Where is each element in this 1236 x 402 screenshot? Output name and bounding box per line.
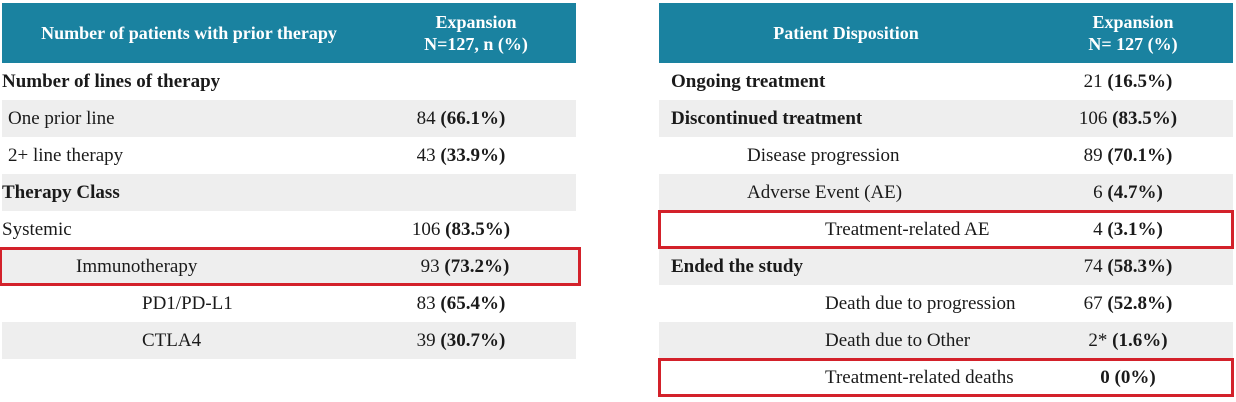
header-label: Patient Disposition (773, 22, 919, 43)
table-row: Adverse Event (AE) 6 (4.7%) (659, 174, 1233, 211)
header-label: Number of patients with prior therapy (41, 22, 337, 43)
table-row: Ended the study 74 (58.3%) (659, 248, 1233, 285)
table-row: Death due to Other 2* (1.6%) (659, 322, 1233, 359)
table-row: Disease progression 89 (70.1%) (747, 144, 1173, 166)
prior-therapy-table: Number of patients with prior therapy Ex… (0, 3, 581, 359)
table-row: 2+ line therapy 43 (33.9%) (8, 144, 506, 166)
table-row-highlighted: Immunotherapy 93 (73.2%) (0, 247, 581, 286)
table-row-highlighted: Treatment-related AE 4 (3.1%) (658, 210, 1234, 249)
table-row: Discontinued treatment 106 (83.5%) (659, 100, 1233, 137)
table-row: Systemic 106 (83.5%) (2, 218, 511, 240)
prior-therapy-table-header: Number of patients with prior therapy Ex… (2, 3, 576, 63)
table-row: CTLA4 39 (30.7%) (2, 322, 576, 359)
table-row: One prior line 84 (66.1%) (2, 100, 576, 137)
table-row: Ongoing treatment 21 (16.5%) (671, 70, 1173, 92)
table-row: Number of lines of therapy (2, 70, 221, 92)
table-row: Therapy Class (2, 174, 576, 211)
patient-disposition-table: Patient Disposition Expansion N= 127 (%)… (658, 3, 1234, 397)
table-row: PD1/PD-L1 83 (65.4%) (142, 292, 506, 314)
table-row: Death due to progression 67 (52.8%) (825, 292, 1173, 314)
header-expansion: Expansion N=127, n (%) (424, 12, 528, 54)
patient-disposition-table-header: Patient Disposition Expansion N= 127 (%) (659, 3, 1233, 63)
table-row-highlighted: Treatment-related deaths 0 (0%) (658, 358, 1234, 397)
header-expansion: Expansion N= 127 (%) (1088, 12, 1178, 54)
